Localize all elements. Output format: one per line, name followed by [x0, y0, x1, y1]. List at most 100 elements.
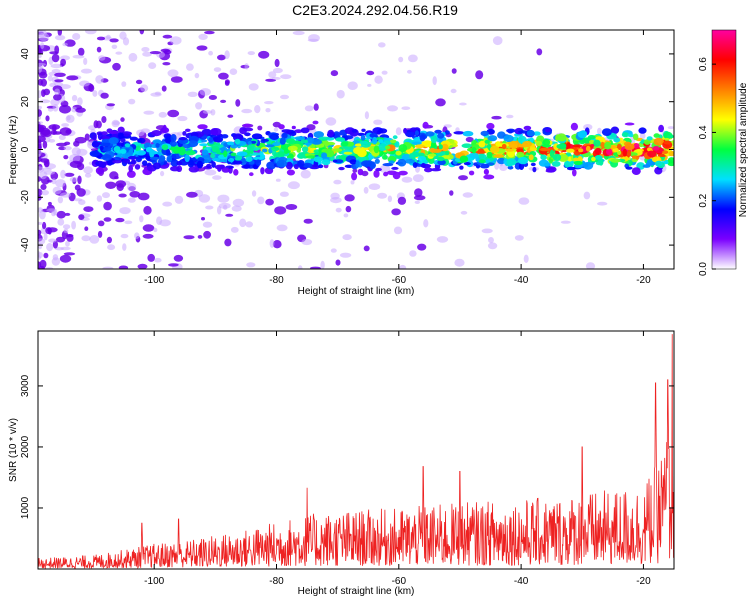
spectrogram-band-blob — [374, 158, 380, 164]
spectrogram-band-blob — [411, 141, 422, 145]
spectrogram-noise-blob — [235, 99, 241, 107]
spectrogram-band-blob — [489, 138, 497, 142]
spectrogram-noise-blob — [140, 84, 149, 92]
spectrogram-band-blob — [187, 140, 199, 148]
spectrogram-noise-blob — [139, 30, 145, 35]
spectrogram-noise-blob — [63, 228, 69, 234]
spectrogram-noise-blob — [475, 70, 484, 80]
spectrogram-noise-blob — [109, 171, 119, 180]
spectrogram-noise-blob — [38, 140, 42, 150]
spectrogram-band-blob — [566, 148, 575, 153]
spectrogram-band-blob — [301, 146, 309, 153]
spectrogram-noise-blob — [350, 180, 355, 185]
spectrogram-band-blob — [658, 124, 664, 133]
spectrogram-noise-blob — [66, 75, 79, 81]
spectrogram-band-blob — [471, 147, 477, 154]
spectrogram-band-blob — [526, 130, 535, 137]
spectrogram-band-blob — [126, 170, 136, 178]
spectrogram-band-blob — [459, 155, 469, 163]
spectrogram-noise-blob — [381, 70, 388, 75]
spectrogram-band-blob — [617, 150, 622, 156]
snr-x-tick-label: -100 — [144, 576, 164, 587]
spectrogram-band-blob — [150, 159, 157, 163]
spectrogram-noise-blob — [43, 170, 56, 175]
spectrogram-band-blob — [622, 148, 628, 157]
spectrogram-band-blob — [593, 139, 601, 147]
spectrogram-y-tick-label: 0 — [20, 146, 31, 152]
spectrogram-band-blob — [373, 145, 380, 154]
spectrogram-noise-blob — [122, 37, 130, 46]
spectrogram-band-blob — [392, 135, 398, 140]
spectrogram-band-blob — [510, 144, 517, 149]
snr-x-tick-label: -60 — [392, 576, 407, 587]
spectrogram-band-blob — [354, 143, 363, 147]
spectrogram-band-blob — [99, 145, 104, 151]
spectrogram-noise-blob — [241, 108, 253, 114]
spectrogram-band-blob — [453, 131, 465, 135]
spectrogram-noise-blob — [186, 63, 194, 71]
spectrogram-noise-blob — [52, 186, 62, 195]
spectrogram-band-blob — [305, 155, 316, 159]
spectrogram-band-blob — [415, 130, 419, 136]
spectrogram-noise-blob — [210, 109, 216, 116]
spectrogram-band-blob — [321, 152, 328, 159]
spectrogram-band-blob — [353, 146, 364, 155]
spectrogram-band-blob — [98, 161, 107, 168]
spectrogram-band-blob — [128, 164, 133, 173]
spectrogram-noise-blob — [373, 119, 383, 125]
spectrogram-noise-blob — [38, 90, 42, 99]
spectrogram-band-blob — [484, 139, 490, 144]
spectrogram-noise-blob — [46, 243, 54, 252]
spectrogram-band-blob — [518, 130, 529, 134]
spectrogram-band-blob — [577, 130, 587, 139]
spectrogram-noise-blob — [60, 192, 71, 198]
spectrogram-noise-blob — [460, 210, 468, 215]
spectrogram-noise-blob — [69, 153, 81, 163]
spectrogram-noise-blob — [76, 148, 88, 156]
spectrogram-x-tick-label: -80 — [269, 275, 284, 286]
spectrogram-noise-blob — [128, 52, 138, 62]
spectrogram-noise-blob — [100, 92, 109, 99]
spectrogram-band-blob — [227, 158, 235, 162]
spectrogram-noise-blob — [399, 264, 407, 269]
spectrogram-band-blob — [188, 166, 200, 173]
spectrogram-noise-blob — [38, 250, 41, 258]
spectrogram-band-blob — [627, 149, 632, 157]
spectrogram-band-blob — [545, 169, 556, 173]
spectrogram-band-blob — [211, 161, 216, 168]
spectrogram-noise-blob — [208, 50, 214, 56]
spectrogram-band-blob — [210, 128, 222, 136]
spectrogram-noise-blob — [84, 226, 89, 231]
spectrogram-band-blob — [196, 160, 203, 169]
spectrogram-noise-blob — [65, 240, 70, 247]
spectrogram-band-blob — [287, 145, 298, 151]
spectrogram-band-blob — [418, 152, 425, 157]
snr-y-tick-label: 1000 — [20, 496, 31, 519]
spectrogram-band-blob — [642, 164, 651, 168]
spectrogram-band-blob — [135, 145, 141, 152]
spectrogram-noise-blob — [248, 83, 259, 91]
spectrogram-band-blob — [535, 140, 543, 146]
spectrogram-band-blob — [604, 141, 612, 150]
spectrogram-band-blob — [667, 157, 674, 163]
spectrogram-band-blob — [187, 159, 194, 168]
spectrogram-noise-blob — [107, 244, 116, 251]
spectrogram-noise-blob — [40, 129, 52, 138]
spectrogram-noise-blob — [275, 178, 281, 182]
spectrogram-noise-blob — [279, 191, 289, 197]
spectrogram-band-blob — [291, 125, 296, 130]
spectrogram-noise-blob — [40, 184, 47, 190]
spectrogram-noise-blob — [162, 201, 173, 207]
spectrogram-band-blob — [428, 153, 437, 157]
spectrogram-band-blob — [538, 159, 550, 167]
spectrogram-noise-blob — [391, 208, 401, 216]
spectrogram-noise-blob — [88, 125, 96, 131]
spectrogram-noise-blob — [118, 265, 129, 269]
spectrogram-heatmap — [38, 30, 674, 269]
spectrogram-band-blob — [102, 154, 112, 161]
spectrogram-noise-blob — [197, 235, 203, 239]
spectrogram-band-blob — [378, 143, 387, 152]
spectrogram-noise-blob — [50, 63, 63, 69]
spectrogram-noise-blob — [212, 175, 222, 180]
spectrogram-band-blob — [341, 141, 349, 147]
